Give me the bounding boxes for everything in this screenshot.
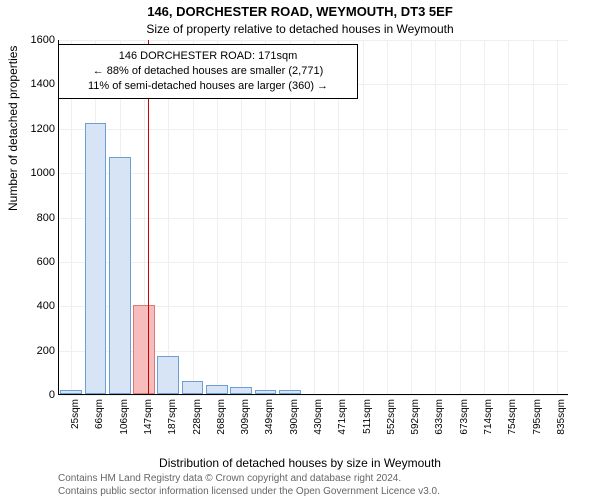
page-title: 146, DORCHESTER ROAD, WEYMOUTH, DT3 5EF [0,4,600,19]
x-tick-label: 187sqm [167,399,178,435]
grid-line-h [59,395,568,396]
x-axis-label: Distribution of detached houses by size … [0,456,600,470]
x-tick-label: 147sqm [143,399,154,435]
y-tick-label: 1400 [7,78,55,90]
y-tick-label: 200 [7,345,55,357]
x-tick-label: 228sqm [192,399,203,435]
chart-bar [206,385,228,394]
credits: Contains HM Land Registry data © Crown c… [58,473,440,498]
x-tick-label: 25sqm [70,399,81,429]
y-tick-label: 600 [7,256,55,268]
x-tick-label: 835sqm [556,399,567,435]
x-tick-label: 633sqm [434,399,445,435]
annotation-box: 146 DORCHESTER ROAD: 171sqm ← 88% of det… [58,44,358,99]
x-tick-label: 511sqm [362,399,373,434]
annotation-line-1: 146 DORCHESTER ROAD: 171sqm [67,49,349,64]
x-tick-label: 592sqm [410,399,421,435]
credits-line-1: Contains HM Land Registry data © Crown c… [58,473,440,486]
annotation-line-2: ← 88% of detached houses are smaller (2,… [67,64,349,79]
y-tick-label: 0 [7,389,55,401]
y-tick-label: 400 [7,300,55,312]
x-tick-label: 673sqm [459,399,470,435]
chart-bar [255,390,277,394]
y-tick-label: 1000 [7,167,55,179]
chart-bar [230,387,252,394]
grid-line-v [363,40,364,394]
chart-bar [157,356,179,394]
x-tick-label: 471sqm [337,399,348,435]
grid-line-v [557,40,558,394]
x-tick-label: 309sqm [240,399,251,435]
chart-bar-highlight [133,305,155,394]
annotation-line-3: 11% of semi-detached houses are larger (… [67,79,349,94]
page-subtitle: Size of property relative to detached ho… [0,22,600,36]
y-tick-label: 800 [7,212,55,224]
grid-line-v [411,40,412,394]
x-tick-label: 754sqm [507,399,518,435]
grid-line-v [387,40,388,394]
y-tick-label: 1600 [7,34,55,46]
grid-line-v [460,40,461,394]
chart-bar [279,390,301,394]
grid-line-v [508,40,509,394]
x-tick-label: 430sqm [313,399,324,435]
x-tick-label: 552sqm [386,399,397,435]
x-tick-label: 349sqm [264,399,275,435]
chart-bar [109,157,131,394]
grid-line-v [484,40,485,394]
x-tick-label: 795sqm [532,399,543,435]
chart-bar [60,390,82,394]
grid-line-v [435,40,436,394]
x-tick-label: 268sqm [216,399,227,435]
grid-line-v [533,40,534,394]
chart-bar [85,123,107,394]
credits-line-2: Contains public sector information licen… [58,486,440,499]
chart-bar [182,381,204,394]
x-tick-label: 106sqm [119,399,130,435]
x-tick-label: 390sqm [289,399,300,435]
x-tick-label: 714sqm [483,399,494,435]
x-tick-label: 66sqm [94,399,105,429]
y-tick-label: 1200 [7,123,55,135]
